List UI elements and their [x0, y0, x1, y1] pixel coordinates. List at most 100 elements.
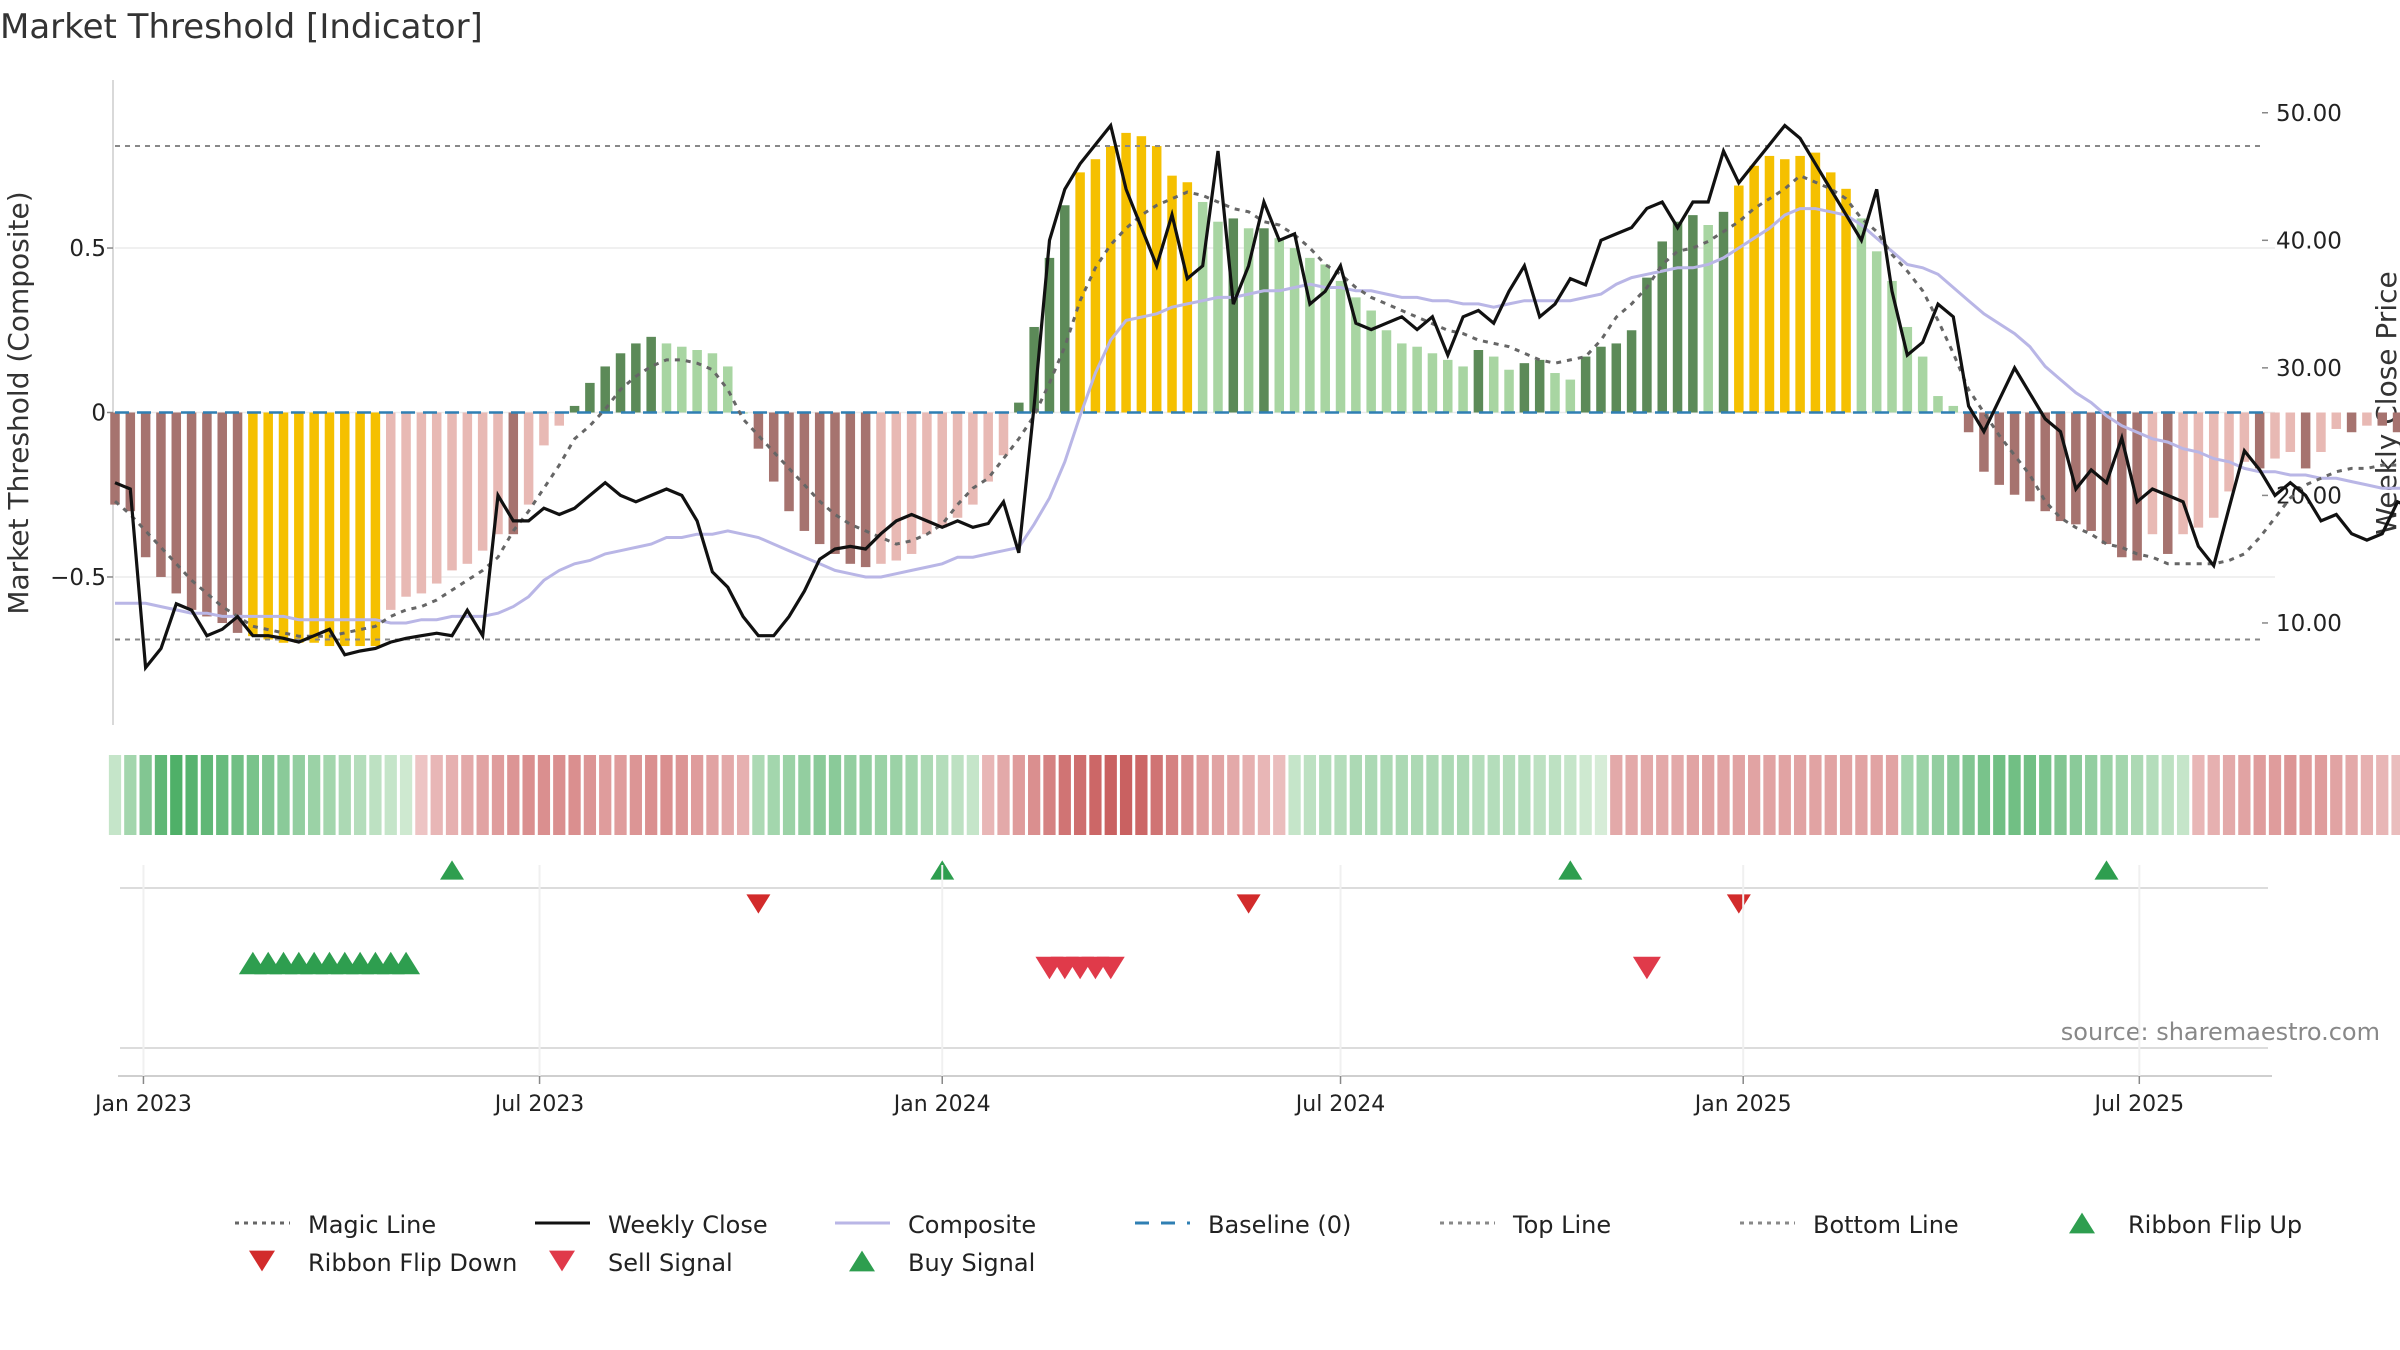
- weekly-close-line: [114, 121, 2400, 672]
- ribbon-cell: [1441, 755, 1454, 835]
- ribbon-cell: [859, 755, 872, 835]
- ribbon-cell: [1686, 755, 1699, 835]
- composite-bar: [600, 366, 610, 413]
- composite-bar: [217, 412, 227, 624]
- composite-bar: [340, 412, 350, 647]
- composite-bar: [186, 412, 197, 610]
- date-tick-label: Jan 2023: [93, 1092, 192, 1117]
- ribbon-cell: [2284, 755, 2297, 835]
- ribbon-cell: [1395, 755, 1408, 835]
- composite-bar: [1366, 310, 1376, 413]
- composite-bar: [2193, 412, 2204, 528]
- composite-bar: [1718, 211, 1729, 413]
- composite-bar: [1933, 396, 1943, 413]
- composite-bar: [1948, 405, 1959, 413]
- legend-label: Ribbon Flip Down: [308, 1249, 517, 1277]
- ribbon-cell: [292, 755, 305, 835]
- ribbon-cell: [798, 755, 811, 835]
- ribbon-cell: [1043, 755, 1056, 835]
- composite-bar: [2025, 412, 2035, 502]
- right-axis-label: Weekly Close Price: [2370, 271, 2400, 534]
- ribbon-flip-up-marker: [440, 860, 465, 880]
- legend-label: Baseline (0): [1208, 1211, 1351, 1239]
- ribbon-cell: [353, 755, 367, 835]
- composite-bar: [860, 412, 871, 568]
- ribbon-cell: [1349, 755, 1362, 835]
- sell-signal-marker: [1096, 956, 1125, 980]
- ribbon-cell: [951, 755, 964, 835]
- ribbon-cell: [1073, 755, 1087, 835]
- ribbon-cell: [691, 755, 704, 835]
- ribbon-cell: [767, 755, 780, 835]
- right-tick-label: 40.00: [2276, 228, 2342, 254]
- composite-bar: [1657, 241, 1667, 413]
- composite-bar: [1090, 159, 1101, 413]
- composite-bar: [2055, 412, 2066, 522]
- ribbon-cell: [445, 755, 459, 835]
- ribbon-cell: [1870, 755, 1883, 835]
- ribbon-cell: [1150, 755, 1163, 835]
- composite-bar: [493, 412, 503, 535]
- flip-panel: [120, 860, 2268, 914]
- composite-bar: [677, 346, 687, 413]
- left-tick-label: 0.5: [69, 236, 106, 262]
- ribbon-cell: [844, 755, 857, 835]
- ribbon-cell: [1227, 755, 1240, 835]
- ribbon-cell: [1901, 755, 1914, 835]
- composite-bar: [1550, 373, 1560, 413]
- composite-bar: [1764, 155, 1775, 413]
- composite-bar: [1856, 218, 1867, 413]
- ribbon-cell: [1625, 755, 1638, 835]
- ribbon-cell: [2345, 755, 2358, 835]
- composite-bar: [1320, 264, 1330, 413]
- composite-bar: [768, 412, 779, 482]
- composite-bar: [2009, 412, 2020, 495]
- magic-line: [114, 173, 2400, 638]
- ribbon-cell: [736, 755, 750, 835]
- ribbon-cell: [1993, 755, 2006, 835]
- composite-bar: [615, 353, 626, 413]
- ribbon-cell: [706, 755, 719, 835]
- ribbon-cell: [507, 755, 520, 835]
- composite-bar: [830, 412, 840, 554]
- ribbon-cell: [1334, 755, 1347, 835]
- ribbon-cell: [170, 755, 183, 835]
- ribbon-cell: [1748, 755, 1761, 835]
- composite-bar: [1397, 343, 1407, 413]
- composite-bar: [2316, 412, 2326, 452]
- composite-bar: [539, 412, 549, 446]
- ribbon-cell: [782, 755, 796, 835]
- composite-bar: [477, 412, 488, 551]
- ribbon-cell: [1640, 755, 1654, 835]
- composite-bar: [1703, 225, 1713, 413]
- ribbon-cell: [1824, 755, 1837, 835]
- ribbon-cell: [1533, 755, 1546, 835]
- composite-bar: [753, 412, 764, 449]
- ribbon-cell: [308, 755, 321, 835]
- composite-bar: [248, 412, 258, 637]
- ribbon-cell: [599, 755, 612, 835]
- ribbon-cell: [1656, 755, 1669, 835]
- ribbon-cell: [2376, 755, 2389, 835]
- ribbon-cell: [2299, 755, 2312, 835]
- composite-bar: [1871, 251, 1882, 413]
- ribbon-cell: [1365, 755, 1378, 835]
- ribbon-cell: [629, 755, 642, 835]
- composite-bar: [2377, 412, 2387, 426]
- ribbon-cell: [2161, 755, 2174, 835]
- ribbon-cell: [982, 755, 995, 835]
- composite-bar: [1994, 412, 2005, 485]
- composite-bar: [876, 412, 886, 564]
- ribbon-cell: [1778, 755, 1791, 835]
- ribbon-cell: [1732, 755, 1745, 835]
- composite-bar: [1887, 280, 1897, 413]
- composite-bar: [906, 412, 917, 554]
- ribbon-cell: [1135, 755, 1148, 835]
- ribbon-cell: [614, 755, 627, 835]
- composite-bar: [125, 412, 136, 512]
- composite-bar: [1780, 159, 1790, 413]
- composite-bar: [1458, 366, 1468, 413]
- legend-label: Magic Line: [308, 1211, 436, 1239]
- composite-bar: [569, 405, 580, 413]
- ribbon-cell: [1058, 755, 1071, 835]
